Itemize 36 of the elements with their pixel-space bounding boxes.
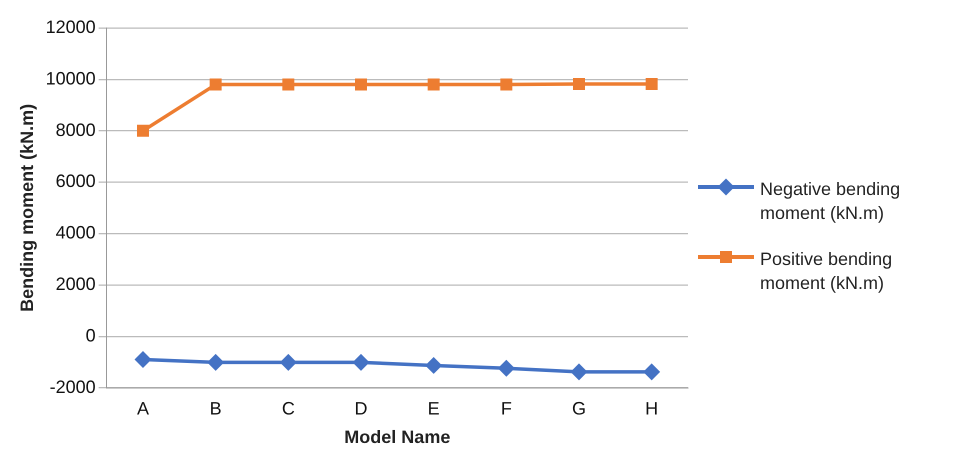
point [135,352,151,368]
y-tick-label: 4000 [56,222,96,243]
y-tick-label: 10000 [46,68,96,88]
x-tick-label: B [210,398,222,419]
point [428,78,440,91]
y-tick-label: 8000 [56,120,96,140]
point [426,358,442,374]
point [498,360,514,376]
point [353,354,369,370]
legend-label: Negative bending moment (kN.m) [760,178,902,224]
x-tick-label: D [354,398,368,419]
y-axis-title: Bending moment (kN.m) [16,104,37,312]
point [573,78,585,90]
y-tick-label: 12000 [46,16,96,37]
x-tick-label: E [428,398,440,419]
x-tick-label: A [136,398,149,419]
x-tick-label: G [572,398,586,419]
y-tick-label: 2000 [56,274,96,294]
point [282,78,294,91]
legend-label: Positive bending moment (kN.m) [760,248,894,294]
point [571,364,587,380]
point [644,364,660,380]
point [280,354,296,370]
point [210,78,222,91]
point [136,124,149,137]
x-tick-label: C [282,398,295,419]
point [500,78,512,91]
y-tick-label: 6000 [56,171,96,192]
x-axis-title: Model Name [344,427,450,448]
x-tick-label: H [645,398,658,419]
point [208,354,224,370]
point [646,78,658,90]
y-tick-label: -2000 [50,376,96,397]
y-tick-label: 0 [86,325,96,346]
x-tick-label: F [500,398,512,419]
point [355,78,367,91]
